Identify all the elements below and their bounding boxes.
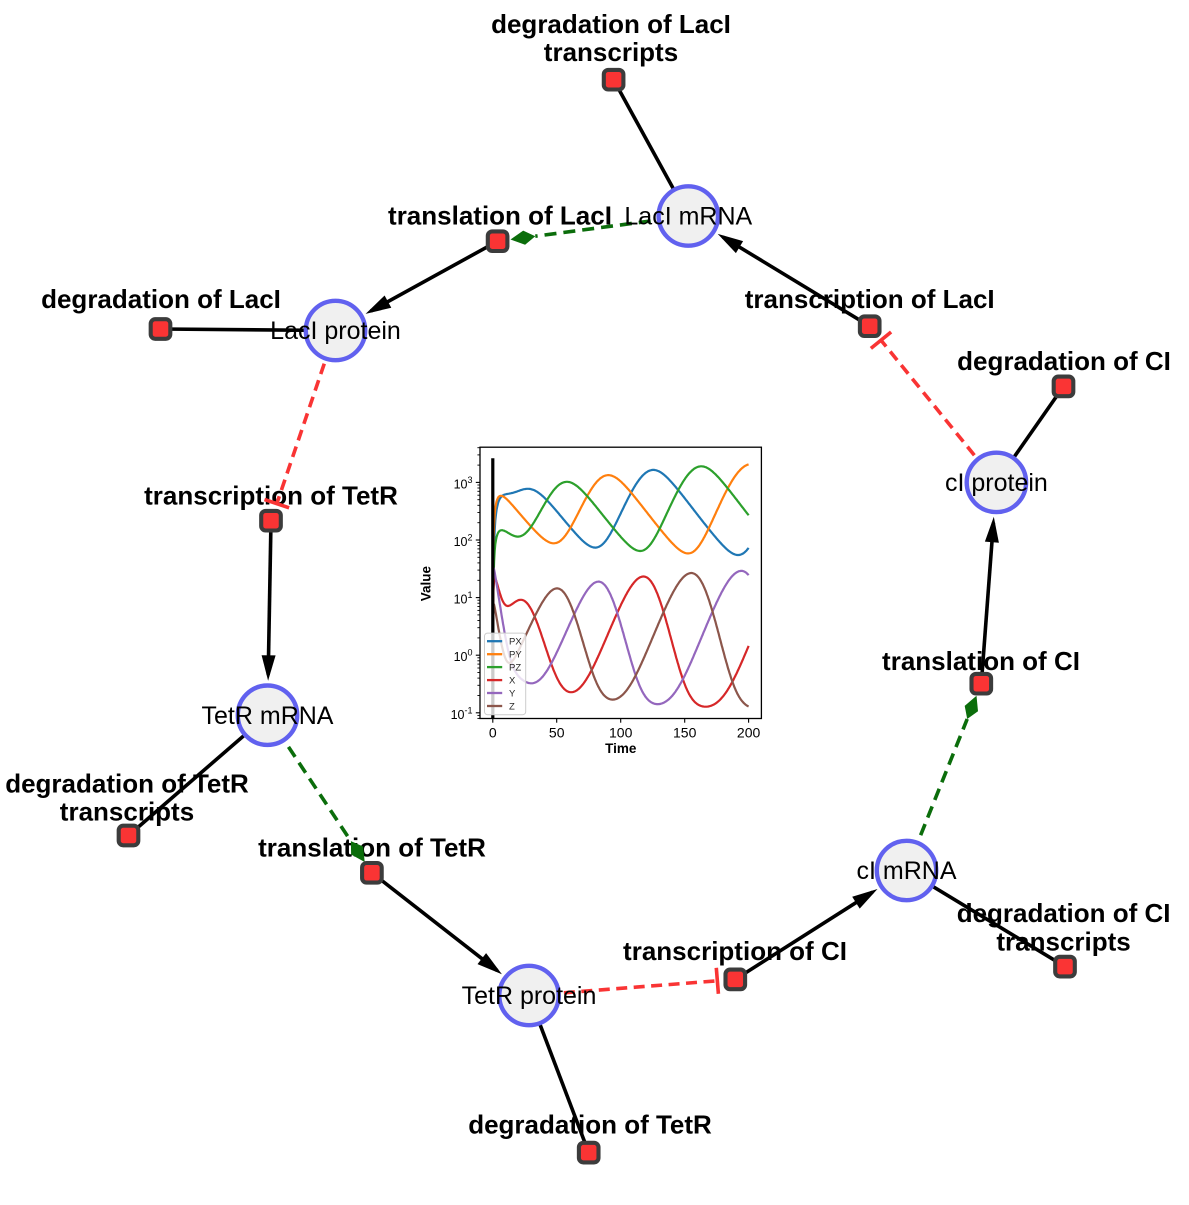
svg-text:X: X [509,676,516,687]
svg-text:Time: Time [605,741,637,756]
svg-text:TetR mRNA: TetR mRNA [202,702,334,730]
svg-text:degradation of LacI: degradation of LacI [491,9,731,39]
svg-text:200: 200 [737,725,761,741]
svg-text:50: 50 [549,725,565,741]
svg-text:transcripts: transcripts [996,927,1130,957]
svg-text:degradation of CI: degradation of CI [957,346,1171,376]
svg-text:degradation of LacI: degradation of LacI [41,284,281,314]
svg-text:PZ: PZ [509,663,521,674]
svg-text:Z: Z [509,701,515,712]
svg-text:degradation of TetR: degradation of TetR [5,769,249,799]
svg-text:Value: Value [419,565,434,601]
svg-text:degradation of CI: degradation of CI [957,898,1171,928]
svg-text:100: 100 [609,725,633,741]
svg-text:150: 150 [673,725,697,741]
svg-text:cI protein: cI protein [945,469,1048,497]
svg-text:TetR protein: TetR protein [462,982,597,1010]
svg-text:transcription of TetR: transcription of TetR [144,481,398,511]
svg-text:transcripts: transcripts [60,797,194,827]
svg-text:transcripts: transcripts [544,37,678,67]
svg-text:0: 0 [489,725,497,741]
svg-text:PY: PY [509,650,522,661]
svg-text:degradation of TetR: degradation of TetR [468,1110,712,1140]
svg-text:translation of LacI: translation of LacI [388,201,612,231]
svg-text:LacI mRNA: LacI mRNA [624,203,752,231]
svg-text:Y: Y [509,688,516,699]
svg-text:PX: PX [509,637,522,648]
svg-text:transcription of LacI: transcription of LacI [745,284,995,314]
svg-text:cI mRNA: cI mRNA [857,857,957,885]
svg-text:translation of TetR: translation of TetR [258,833,486,863]
svg-text:transcription of CI: transcription of CI [623,936,847,966]
svg-text:LacI protein: LacI protein [270,317,401,345]
